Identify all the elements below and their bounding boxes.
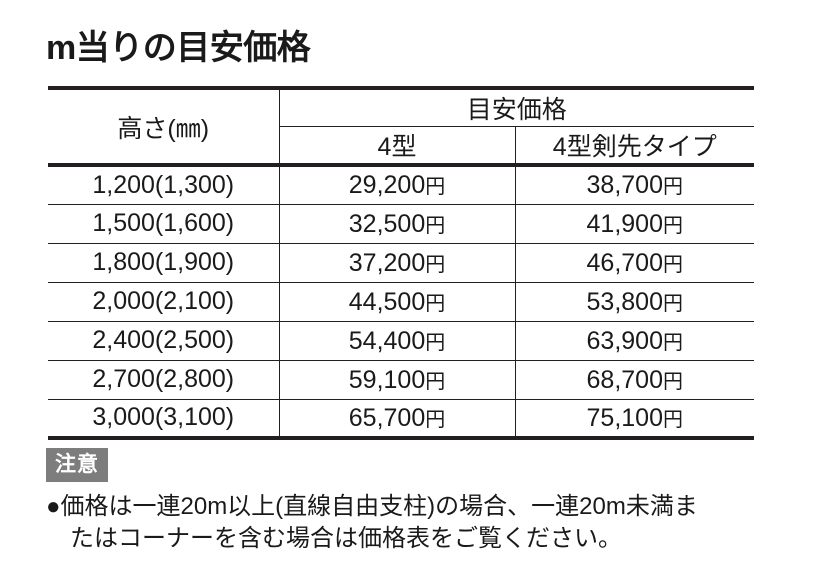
cell-price-type4-kensaki: 41,900円 [514, 204, 755, 244]
currency-unit: 円 [662, 292, 683, 315]
cell-price-type4: 29,200円 [278, 165, 515, 205]
cell-height: 2,400(2,500) [48, 321, 279, 361]
cell-height: 2,700(2,800) [48, 360, 279, 400]
currency-unit: 円 [425, 214, 446, 237]
price-value: 32,500 [348, 209, 426, 238]
price-value: 65,700 [348, 403, 426, 432]
table-row: 2,700(2,800) 59,100円 68,700円 [48, 360, 755, 400]
currency-unit: 円 [425, 331, 446, 354]
price-value: 46,700 [586, 248, 663, 277]
cell-height: 1,200(1,300) [48, 165, 279, 205]
price-value: 41,900 [586, 209, 663, 238]
price-value: 59,100 [348, 365, 426, 394]
header-col-type4: 4型 [278, 126, 515, 167]
cell-height: 1,500(1,600) [48, 204, 279, 244]
price-value: 53,800 [586, 287, 663, 316]
currency-unit: 円 [662, 331, 683, 354]
price-table-body: 1,200(1,300) 29,200円 38,700円 1,500(1,600) 32… [48, 165, 755, 440]
cell-price-type4: 54,400円 [278, 321, 515, 361]
cell-price-type4: 37,200円 [278, 243, 515, 283]
cell-height: 1,800(1,900) [48, 243, 279, 283]
cell-price-type4: 32,500円 [278, 204, 515, 244]
cell-price-type4-kensaki: 46,700円 [514, 243, 755, 283]
price-table-container: 高さ(㎜) 目安価格 4型 4型剣先タイプ 1,200(1,300) 29,200… [48, 86, 755, 440]
cell-price-type4: 59,100円 [278, 360, 515, 400]
price-value: 37,200 [348, 248, 426, 277]
table-row: 1,800(1,900) 37,200円 46,700円 [48, 243, 755, 283]
price-value: 63,900 [586, 326, 663, 355]
currency-unit: 円 [425, 370, 446, 393]
currency-unit: 円 [662, 176, 683, 199]
table-row: 1,500(1,600) 32,500円 41,900円 [48, 204, 755, 244]
note-block: 注意 ●価格は一連20m以上(直線自由支柱)の場合、一連20m未満ま たはコーナ… [46, 448, 786, 554]
status-badge-caution: 注意 [46, 448, 108, 482]
cell-height: 2,000(2,100) [48, 282, 279, 322]
currency-unit: 円 [425, 292, 446, 315]
currency-unit: 円 [425, 253, 446, 276]
currency-unit: 円 [662, 214, 683, 237]
table-row: 2,400(2,500) 54,400円 63,900円 [48, 321, 755, 361]
note-line-2: たはコーナーを含む場合は価格表をご覧ください。 [70, 524, 622, 552]
currency-unit: 円 [425, 408, 446, 431]
header-price-group: 目安価格 [278, 86, 755, 127]
price-value: 29,200 [348, 171, 426, 200]
price-value: 44,500 [348, 287, 426, 316]
header-height: 高さ(㎜) [48, 86, 279, 167]
table-row: 1,200(1,300) 29,200円 38,700円 [48, 165, 755, 205]
page-title: m当りの目安価格 [46, 29, 311, 67]
note-line-1: ●価格は一連20m以上(直線自由支柱)の場合、一連20m未満ま [46, 493, 698, 520]
price-value: 75,100 [586, 403, 663, 432]
header-row-group: 高さ(㎜) 目安価格 [48, 86, 755, 167]
price-value: 68,700 [586, 365, 663, 394]
cell-price-type4-kensaki: 38,700円 [514, 165, 755, 205]
currency-unit: 円 [662, 253, 683, 276]
currency-unit: 円 [662, 408, 683, 431]
price-value: 38,700 [586, 171, 663, 200]
price-value: 54,400 [348, 326, 426, 355]
cell-height: 3,000(3,100) [48, 399, 279, 440]
cell-price-type4-kensaki: 63,900円 [514, 321, 755, 361]
cell-price-type4: 44,500円 [278, 282, 515, 322]
cell-price-type4-kensaki: 68,700円 [514, 360, 755, 400]
header-row-subcolumns: 4型 4型剣先タイプ [48, 126, 755, 167]
price-table: 高さ(㎜) 目安価格 4型 4型剣先タイプ 1,200(1,300) 29,200… [48, 86, 755, 440]
header-col-type4-kensaki: 4型剣先タイプ [514, 126, 755, 167]
currency-unit: 円 [662, 370, 683, 393]
currency-unit: 円 [425, 176, 446, 199]
price-table-header: 高さ(㎜) 目安価格 4型 4型剣先タイプ [48, 86, 755, 167]
cell-price-type4: 65,700円 [278, 399, 515, 440]
table-row: 2,000(2,100) 44,500円 53,800円 [48, 282, 755, 322]
cell-price-type4-kensaki: 53,800円 [514, 282, 755, 322]
note-text: ●価格は一連20m以上(直線自由支柱)の場合、一連20m未満ま たはコーナーを含… [46, 491, 786, 554]
cell-price-type4-kensaki: 75,100円 [514, 399, 755, 440]
table-row: 3,000(3,100) 65,700円 75,100円 [48, 399, 755, 440]
